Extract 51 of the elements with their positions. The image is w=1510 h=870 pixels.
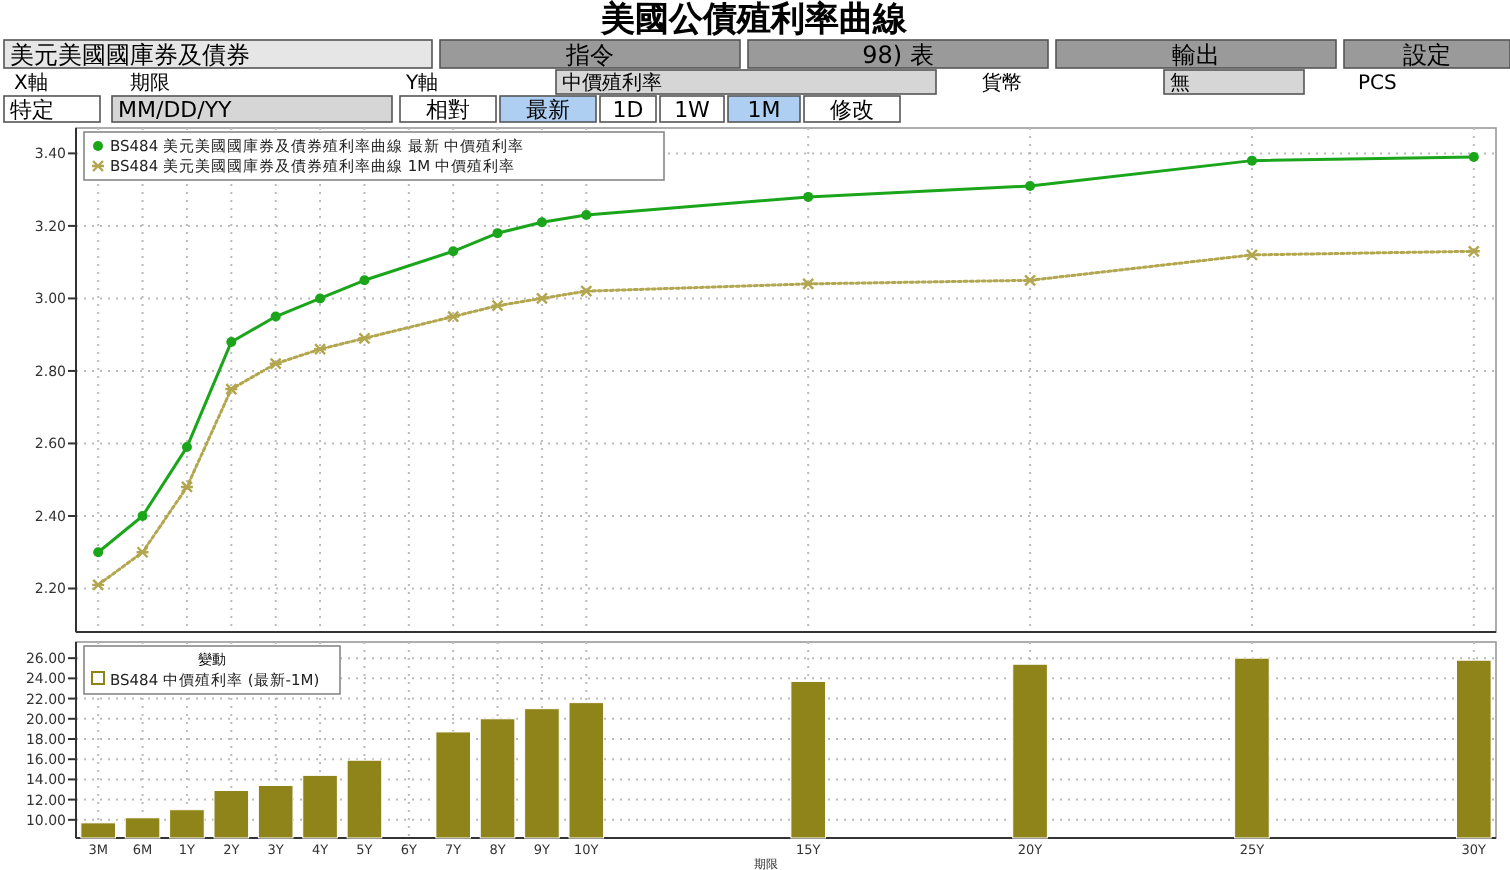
point bbox=[135, 546, 150, 559]
point bbox=[359, 275, 370, 286]
text: 指令 bbox=[564, 41, 614, 69]
point bbox=[536, 217, 547, 228]
point bbox=[1466, 245, 1482, 258]
text: MM/DD/YY bbox=[118, 97, 233, 123]
point bbox=[1022, 274, 1038, 287]
point bbox=[312, 342, 328, 356]
point bbox=[137, 510, 148, 521]
point bbox=[803, 191, 814, 202]
point bbox=[315, 293, 326, 304]
point bbox=[179, 480, 195, 494]
point bbox=[90, 578, 106, 592]
point bbox=[1025, 181, 1036, 192]
text: 相對 bbox=[426, 97, 470, 123]
point bbox=[226, 336, 237, 347]
text: 1M bbox=[747, 97, 781, 123]
point bbox=[224, 382, 239, 396]
text: 期限 bbox=[130, 71, 170, 95]
point bbox=[579, 284, 594, 298]
point bbox=[448, 246, 459, 257]
text: 輸出 bbox=[1172, 41, 1220, 69]
text: 設定 bbox=[1403, 41, 1451, 69]
text: 98) 表 bbox=[862, 41, 934, 69]
point bbox=[93, 547, 104, 558]
text: X軸 bbox=[14, 71, 48, 95]
text: 特定 bbox=[10, 97, 54, 123]
point bbox=[1246, 155, 1257, 166]
point bbox=[270, 311, 281, 322]
point bbox=[445, 310, 461, 323]
text: 中價殖利率 bbox=[562, 71, 662, 95]
text: 最新 bbox=[526, 97, 570, 123]
text: 美元美國國庫券及債券 bbox=[10, 41, 250, 69]
text: 無 bbox=[1170, 71, 1190, 95]
point bbox=[357, 332, 372, 345]
text: 1W bbox=[674, 97, 711, 123]
point bbox=[492, 228, 503, 239]
point bbox=[1244, 248, 1260, 262]
chart-title: 美國公債殖利率曲線 bbox=[599, 0, 909, 40]
text: 1D bbox=[612, 97, 644, 123]
point bbox=[581, 210, 592, 221]
point bbox=[268, 357, 283, 370]
point bbox=[1468, 152, 1479, 163]
point bbox=[534, 292, 550, 305]
text: PCS bbox=[1358, 73, 1397, 95]
text: Y軸 bbox=[404, 71, 439, 95]
text: 修改 bbox=[830, 97, 874, 123]
point bbox=[490, 299, 505, 312]
text: 貨幣 bbox=[982, 71, 1022, 95]
point bbox=[800, 277, 816, 291]
point bbox=[181, 442, 192, 453]
